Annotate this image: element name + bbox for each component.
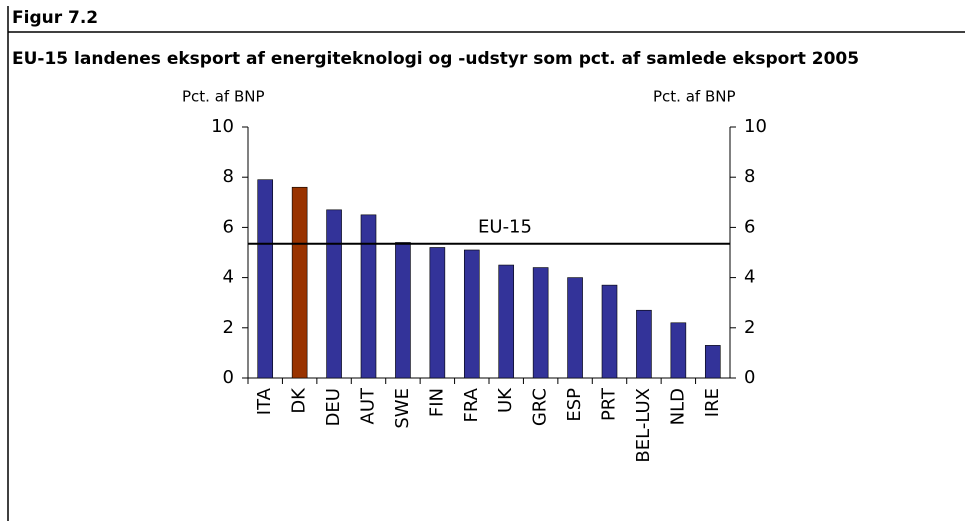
x-tick-label: GRC: [530, 388, 551, 426]
y-axis-label: Pct. af BNP: [182, 88, 265, 106]
chart-title: EU-15 landenes eksport af energiteknolog…: [12, 49, 859, 69]
x-tick-label: AUT: [358, 387, 379, 424]
bar: [463, 249, 480, 379]
figure-label: Figur 7.2: [12, 8, 98, 28]
y2-axis-label: Pct. af BNP: [653, 88, 736, 106]
x-tick-label: PRT: [599, 387, 620, 421]
y2-tick-label: 10: [744, 116, 767, 137]
y-tick-label: 10: [211, 116, 234, 137]
reference-label: EU-15: [478, 217, 532, 238]
x-tick-label: DEU: [323, 388, 344, 426]
y2-tick-label: 0: [744, 367, 755, 388]
bar: [567, 277, 583, 379]
x-tick-label: BEL-LUX: [633, 388, 654, 463]
x-tick-label: ITA: [254, 387, 275, 415]
bar: [326, 209, 342, 379]
bar: [429, 247, 446, 379]
bar: [291, 186, 308, 379]
x-tick-label: FIN: [426, 388, 447, 417]
x-tick-label: UK: [495, 387, 516, 413]
bar: [257, 179, 274, 379]
y2-tick-label: 8: [744, 166, 755, 187]
y2-tick-label: 6: [744, 216, 755, 237]
y-tick-label: 4: [223, 267, 234, 288]
bar: [498, 264, 515, 379]
y-tick-label: 2: [223, 317, 234, 338]
bar: [636, 309, 652, 379]
x-tick-label: IRE: [702, 388, 723, 417]
x-tick-label: DK: [289, 387, 310, 414]
bar: [360, 214, 377, 379]
y2-tick-label: 2: [744, 317, 755, 338]
y-tick-label: 8: [223, 166, 234, 187]
y-tick-label: 6: [223, 216, 234, 237]
x-tick-label: ESP: [564, 388, 585, 422]
y-tick-label: 0: [223, 367, 234, 388]
bar: [704, 345, 721, 379]
bar: [670, 322, 687, 379]
bar: [532, 267, 549, 379]
x-tick-label: SWE: [392, 388, 413, 429]
bar: [395, 242, 411, 379]
bar: [601, 284, 618, 379]
x-tick-label: FRA: [461, 387, 482, 422]
x-tick-label: NLD: [667, 388, 688, 425]
y2-tick-label: 4: [744, 267, 755, 288]
